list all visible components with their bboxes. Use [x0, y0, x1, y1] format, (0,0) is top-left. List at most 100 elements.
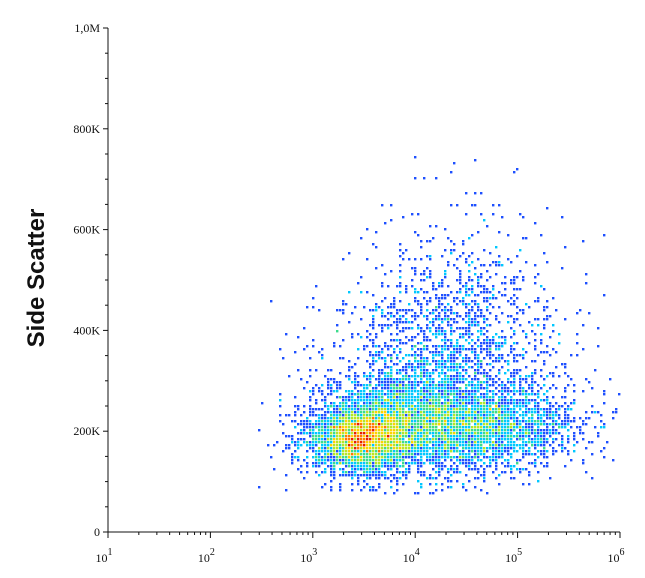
- event-point: [321, 444, 324, 447]
- event-point: [534, 459, 537, 462]
- event-point: [456, 381, 459, 384]
- event-point: [456, 432, 459, 435]
- event-point: [342, 468, 345, 471]
- event-point: [510, 414, 513, 417]
- event-point: [348, 399, 351, 402]
- event-point: [444, 444, 447, 447]
- event-point: [357, 375, 360, 378]
- event-point: [327, 456, 330, 459]
- event-point: [441, 453, 444, 456]
- event-point: [528, 306, 531, 309]
- event-point: [351, 390, 354, 393]
- event-point: [288, 435, 291, 438]
- event-point: [396, 321, 399, 324]
- event-point: [525, 366, 528, 369]
- event-point: [552, 423, 555, 426]
- event-point: [528, 429, 531, 432]
- event-point: [384, 441, 387, 444]
- event-point: [444, 306, 447, 309]
- event-point: [387, 405, 390, 408]
- event-point: [462, 432, 465, 435]
- event-point: [510, 384, 513, 387]
- event-point: [390, 324, 393, 327]
- event-point: [381, 324, 384, 327]
- event-point: [396, 396, 399, 399]
- event-point: [402, 444, 405, 447]
- event-point: [423, 408, 426, 411]
- event-point: [525, 393, 528, 396]
- event-point: [327, 423, 330, 426]
- event-point: [522, 216, 525, 219]
- event-point: [468, 294, 471, 297]
- event-point: [375, 432, 378, 435]
- event-point: [426, 255, 429, 258]
- event-point: [420, 393, 423, 396]
- event-point: [519, 387, 522, 390]
- event-point: [450, 393, 453, 396]
- event-point: [438, 471, 441, 474]
- event-point: [369, 339, 372, 342]
- event-point: [495, 459, 498, 462]
- event-point: [501, 342, 504, 345]
- event-point: [504, 432, 507, 435]
- event-point: [591, 453, 594, 456]
- event-point: [351, 393, 354, 396]
- event-point: [444, 273, 447, 276]
- event-point: [453, 411, 456, 414]
- event-point: [420, 387, 423, 390]
- event-point: [405, 318, 408, 321]
- event-point: [483, 462, 486, 465]
- event-point: [324, 414, 327, 417]
- event-point: [396, 417, 399, 420]
- event-point: [375, 351, 378, 354]
- event-point: [468, 465, 471, 468]
- event-point: [546, 438, 549, 441]
- event-point: [330, 390, 333, 393]
- event-point: [396, 405, 399, 408]
- event-point: [429, 300, 432, 303]
- event-point: [459, 444, 462, 447]
- event-point: [486, 393, 489, 396]
- event-point: [456, 426, 459, 429]
- event-point: [546, 426, 549, 429]
- event-point: [444, 411, 447, 414]
- event-point: [501, 330, 504, 333]
- event-point: [534, 369, 537, 372]
- event-point: [453, 243, 456, 246]
- event-point: [375, 447, 378, 450]
- event-point: [462, 366, 465, 369]
- event-point: [510, 303, 513, 306]
- event-point: [561, 447, 564, 450]
- event-point: [336, 423, 339, 426]
- event-point: [417, 324, 420, 327]
- event-point: [429, 381, 432, 384]
- event-point: [306, 381, 309, 384]
- event-point: [366, 456, 369, 459]
- event-point: [402, 309, 405, 312]
- event-point: [531, 426, 534, 429]
- event-point: [414, 177, 417, 180]
- event-point: [426, 390, 429, 393]
- event-point: [420, 360, 423, 363]
- event-point: [444, 318, 447, 321]
- event-point: [342, 432, 345, 435]
- event-point: [519, 399, 522, 402]
- event-point: [369, 465, 372, 468]
- event-point: [417, 462, 420, 465]
- event-point: [327, 453, 330, 456]
- event-point: [420, 471, 423, 474]
- event-point: [420, 486, 423, 489]
- event-point: [426, 441, 429, 444]
- event-point: [588, 312, 591, 315]
- event-point: [465, 411, 468, 414]
- event-point: [420, 462, 423, 465]
- event-point: [447, 456, 450, 459]
- event-point: [498, 435, 501, 438]
- event-point: [474, 420, 477, 423]
- event-point: [594, 369, 597, 372]
- event-point: [321, 390, 324, 393]
- event-point: [522, 348, 525, 351]
- x-tick-label: 105: [505, 547, 522, 565]
- event-point: [393, 447, 396, 450]
- event-point: [399, 456, 402, 459]
